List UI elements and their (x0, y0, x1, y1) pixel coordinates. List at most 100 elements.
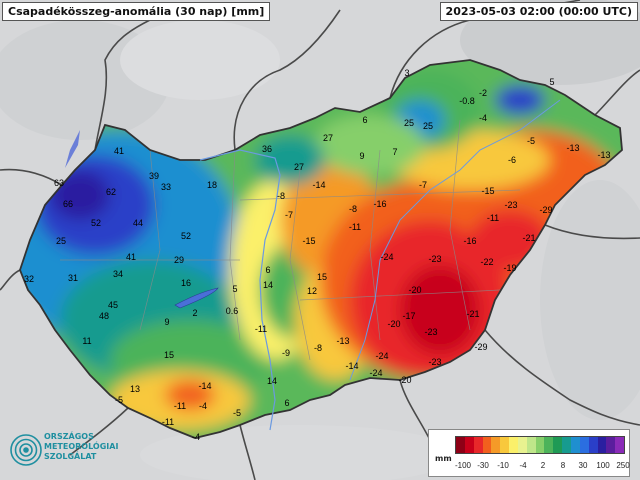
station-value: -21 (466, 309, 480, 319)
station-value: -13 (597, 150, 611, 160)
station-value: -23 (424, 327, 438, 337)
station-value: 41 (113, 146, 125, 156)
legend-swatch (456, 437, 465, 453)
station-value: 7 (392, 147, 398, 157)
legend-ticks: -100 -30 -10 -4 2 8 30 100 250 (449, 461, 630, 471)
station-value: 13 (129, 384, 141, 394)
legend-tick-label: 8 (560, 461, 566, 470)
station-value: -8 (348, 204, 358, 214)
station-value: -19 (503, 263, 517, 273)
station-value: -20 (387, 319, 401, 329)
station-value: -24 (375, 351, 389, 361)
legend-swatch (491, 437, 501, 453)
station-value: -11 (254, 324, 268, 334)
legend-tick-label: -30 (477, 461, 489, 470)
station-value: 52 (90, 218, 102, 228)
legend-swatch (562, 437, 571, 453)
station-value: -17 (402, 311, 416, 321)
legend-tick-label: -4 (519, 461, 527, 470)
station-value: 39 (148, 171, 160, 181)
station-value: 15 (163, 350, 175, 360)
hungary-border (19, 59, 623, 439)
legend-tick-label: 250 (616, 461, 630, 470)
legend-swatch (597, 437, 607, 453)
legend-tick-label: 100 (596, 461, 610, 470)
station-value: 6 (265, 265, 271, 275)
station-value: 27 (322, 133, 334, 143)
station-value: -13 (566, 143, 580, 153)
legend-swatch (553, 437, 563, 453)
omsz-logo (10, 434, 42, 466)
station-value: 48 (98, 311, 110, 321)
station-value: -5 (232, 408, 242, 418)
legend-swatch (500, 437, 510, 453)
station-value: -24 (380, 252, 394, 262)
station-value: 25 (55, 236, 67, 246)
legend-swatch (464, 437, 474, 453)
station-value: 0.6 (225, 306, 239, 316)
station-value: -29 (474, 342, 488, 352)
station-value: -21 (522, 233, 536, 243)
station-value: 63 (53, 178, 65, 188)
map-title: Csapadékösszeg-anomália (30 nap) [mm] (2, 2, 271, 21)
station-value: 14 (266, 376, 278, 386)
station-value: 27 (293, 162, 305, 172)
legend-tick-label: -10 (497, 461, 509, 470)
logo-line: METEOROLÓGIAI (44, 442, 119, 451)
station-value: 52 (180, 231, 192, 241)
legend-tick-label: 2 (540, 461, 546, 470)
station-value: -8 (313, 343, 323, 353)
station-value: -11 (161, 417, 175, 427)
station-value: -16 (463, 236, 477, 246)
station-value: 9 (164, 317, 170, 327)
legend-swatch (535, 437, 545, 453)
station-value: 41 (125, 252, 137, 262)
legend-swatch (482, 437, 492, 453)
station-value: -14 (312, 180, 326, 190)
station-value: 29 (173, 255, 185, 265)
station-value: -4 (198, 401, 208, 411)
station-value: 44 (132, 218, 144, 228)
station-value: -2 (478, 88, 488, 98)
station-value: -14 (345, 361, 359, 371)
station-value: 2 (192, 308, 198, 318)
county-borders (60, 119, 521, 361)
station-value: -4 (191, 432, 201, 442)
legend-swatch (526, 437, 536, 453)
station-value: 12 (306, 286, 318, 296)
legend-swatch (588, 437, 598, 453)
tisza-river (349, 99, 561, 381)
station-value: -7 (418, 180, 428, 190)
legend-swatch (544, 437, 554, 453)
station-value: 25 (422, 121, 434, 131)
station-value: -23 (428, 357, 442, 367)
station-value: -11 (486, 213, 500, 223)
lake-balaton (174, 287, 219, 309)
station-value: 32 (23, 274, 35, 284)
station-value: -23 (504, 200, 518, 210)
station-value: -23 (428, 254, 442, 264)
legend-swatch (517, 437, 527, 453)
station-value: 15 (316, 272, 328, 282)
station-value: 18 (206, 180, 218, 190)
station-value: -13 (336, 336, 350, 346)
station-value: 25 (403, 118, 415, 128)
station-value: -22 (480, 257, 494, 267)
station-value: -9 (281, 348, 291, 358)
legend-color-bar (455, 436, 625, 454)
station-value: 11 (82, 336, 92, 346)
station-value: 5 (549, 77, 555, 87)
station-value: -24 (369, 368, 383, 378)
station-value: 6 (284, 398, 290, 408)
timestamp-label: 2023-05-03 02:00 (00:00 UTC) (439, 2, 638, 21)
legend-tick-label: -100 (454, 461, 472, 470)
station-value: -6 (507, 155, 517, 165)
station-value: 36 (261, 144, 273, 154)
station-value: 14 (262, 280, 274, 290)
logo-swirl-icon (10, 434, 42, 466)
legend-swatch (570, 437, 580, 453)
legend-swatch (606, 437, 616, 453)
station-value: -7 (284, 210, 294, 220)
